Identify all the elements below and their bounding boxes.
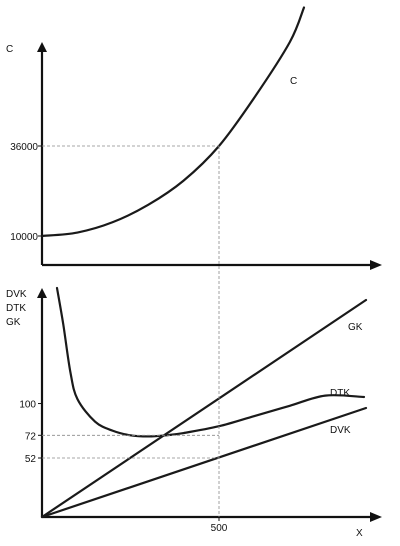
bottom-y-axis-label-line-2: DTK (6, 303, 26, 314)
top-y-axis-arrow (37, 42, 47, 52)
unit-cost-panel: DVK DTK GK X GK DTK DVK 52 72 100 500 (6, 286, 382, 539)
bottom-x-axis-arrow (370, 512, 382, 522)
series-label-gk: GK (348, 322, 363, 333)
top-x-axis-arrow (370, 260, 382, 270)
bottom-y-tick-label: 52 (25, 454, 37, 465)
top-y-tick-label: 10000 (10, 232, 38, 243)
top-y-tick-label: 36000 (10, 142, 38, 153)
series-line-dtk (55, 286, 366, 438)
top-y-axis-label: C (6, 44, 13, 55)
bottom-y-tick-label: 72 (25, 431, 37, 442)
series-line-gk (40, 298, 368, 519)
bottom-x-axis-label: X (356, 528, 363, 539)
series-label-dvk: DVK (330, 425, 351, 436)
bottom-y-axis-label-line-3: GK (6, 317, 21, 328)
series-label-dtk: DTK (330, 388, 350, 399)
series-line-dvk (40, 406, 368, 519)
bottom-y-tick-label: 100 (19, 400, 36, 411)
bottom-y-axis-arrow (37, 288, 47, 298)
series-label-c: C (290, 76, 297, 87)
series-line-c (40, 6, 306, 238)
total-cost-panel: C C 10000 36000 (6, 6, 382, 270)
bottom-y-axis-label-line-1: DVK (6, 289, 27, 300)
bottom-x-tick-label: 500 (211, 523, 228, 534)
